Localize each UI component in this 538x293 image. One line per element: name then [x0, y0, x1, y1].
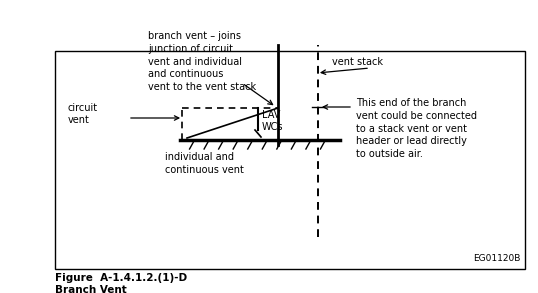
Text: WCs: WCs	[262, 122, 284, 132]
Text: branch vent – joins
junction of circuit
vent and individual
and continuous
vent : branch vent – joins junction of circuit …	[148, 31, 256, 92]
Text: Branch Vent: Branch Vent	[55, 285, 127, 293]
Bar	[55, 51, 525, 269]
Text: LAV: LAV	[262, 110, 280, 120]
Text: vent stack: vent stack	[332, 57, 383, 67]
Text: EG01120B: EG01120B	[472, 254, 520, 263]
Text: circuit
vent: circuit vent	[68, 103, 98, 125]
Text: Figure  A-1.4.1.2.(1)-D: Figure A-1.4.1.2.(1)-D	[55, 273, 187, 283]
Text: This end of the branch
vent could be connected
to a stack vent or vent
header or: This end of the branch vent could be con…	[356, 98, 477, 159]
Text: individual and
continuous vent: individual and continuous vent	[165, 152, 244, 175]
